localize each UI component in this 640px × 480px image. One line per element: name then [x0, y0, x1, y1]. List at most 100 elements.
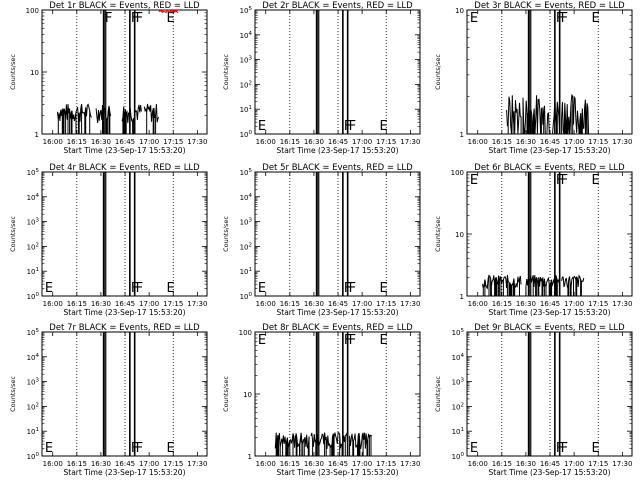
chart-panel-4: Det 4r BLACK = Events, RED = LLD 16:00 16:…	[9, 163, 208, 317]
y-tick-label: 101	[27, 427, 39, 436]
plot-frame	[466, 171, 633, 297]
y-axis-label: Counts/sec	[222, 54, 230, 90]
flag-marker-e: E	[470, 11, 478, 26]
plot-frame	[254, 171, 421, 297]
y-axis-label: Counts/sec	[434, 376, 442, 412]
flag-marker-e: E	[258, 333, 266, 348]
x-axis-label: Start Time (23-Sep-17 15:53:20)	[277, 146, 399, 155]
y-tick-label: 101	[240, 267, 252, 276]
plot-frame	[41, 171, 208, 297]
panel-title: Det 5r BLACK = Events, RED = LLD	[262, 163, 413, 173]
y-tick-label: 103	[27, 218, 40, 227]
x-tick-label: 17:00	[139, 138, 159, 146]
flag-marker-e: E	[167, 441, 175, 456]
flag-marker-e: E	[167, 281, 175, 296]
x-axis-label: Start Time (23-Sep-17 15:53:20)	[489, 146, 611, 155]
series-events-line	[274, 432, 310, 456]
x-tick-label: 16:30	[304, 300, 324, 308]
flag-marker-e: E	[592, 173, 600, 188]
y-tick-label: 103	[240, 56, 253, 65]
plot-frame	[466, 331, 633, 457]
flag-marker-f: F	[105, 11, 112, 26]
x-tick-label: 17:30	[612, 460, 632, 468]
flag-marker-f: F	[344, 281, 351, 296]
y-tick-label: 105	[27, 328, 40, 337]
y-tick-label: 100	[27, 292, 40, 301]
x-tick-label: 16:45	[328, 300, 348, 308]
flag-marker-f: F	[131, 11, 138, 26]
x-tick-label: 16:45	[115, 460, 135, 468]
x-tick-label: 16:45	[540, 138, 560, 146]
panel-title: Det 9r BLACK = Events, RED = LLD	[474, 323, 625, 333]
y-tick-label: 104	[452, 353, 465, 362]
x-tick-label: 16:00	[468, 138, 488, 146]
series-events-line	[506, 95, 522, 135]
chart-panel-6: Det 6r BLACK = Events, RED = LLD 16:00 16:…	[434, 163, 633, 317]
flag-marker-f: F	[556, 173, 563, 188]
x-tick-label: 16:00	[468, 460, 488, 468]
x-tick-label: 17:15	[163, 460, 183, 468]
y-tick-label: 103	[27, 378, 40, 387]
series-events-line	[349, 432, 373, 456]
flag-marker-f: F	[349, 333, 356, 348]
x-tick-label: 16:00	[256, 138, 276, 146]
plot-frame	[466, 9, 633, 135]
y-tick-label: 102	[240, 80, 252, 89]
x-tick-label: 17:00	[564, 138, 584, 146]
flag-marker-f: F	[136, 11, 143, 26]
chart-panel-7: Det 7r BLACK = Events, RED = LLD 16:00 16:…	[9, 323, 208, 477]
x-tick-label: 16:00	[43, 300, 63, 308]
x-tick-label: 17:30	[187, 460, 207, 468]
x-axis-label: Start Time (23-Sep-17 15:53:20)	[489, 468, 611, 477]
y-tick-label: 100	[240, 130, 253, 139]
y-tick-label: 100	[239, 329, 252, 337]
x-tick-label: 17:15	[588, 138, 608, 146]
x-tick-label: 17:00	[352, 138, 372, 146]
x-tick-label: 16:45	[115, 138, 135, 146]
chart-panel-3: Det 3r BLACK = Events, RED = LLD 16:00 16:…	[434, 1, 633, 155]
x-tick-label: 16:15	[67, 138, 87, 146]
y-tick-label: 104	[240, 31, 253, 40]
x-tick-label: 17:30	[187, 138, 207, 146]
x-tick-label: 16:15	[67, 300, 87, 308]
flag-marker-e: E	[592, 441, 600, 456]
series-events-line	[121, 104, 142, 134]
flag-marker-e: E	[380, 281, 388, 296]
y-tick-label: 104	[27, 193, 40, 202]
x-tick-label: 17:30	[612, 138, 632, 146]
x-tick-label: 16:30	[516, 138, 536, 146]
flag-marker-e: E	[470, 441, 478, 456]
y-tick-label: 10	[455, 7, 464, 15]
y-tick-label: 103	[240, 218, 253, 227]
x-tick-label: 16:00	[256, 300, 276, 308]
series-events-line	[522, 95, 561, 135]
x-tick-label: 16:30	[516, 300, 536, 308]
flag-marker-f: F	[344, 333, 351, 348]
x-tick-label: 16:45	[540, 300, 560, 308]
x-axis-label: Start Time (23-Sep-17 15:53:20)	[64, 468, 186, 477]
y-axis-label: Counts/sec	[222, 216, 230, 252]
y-tick-label: 100	[26, 7, 39, 15]
x-tick-label: 16:30	[91, 300, 111, 308]
y-tick-label: 105	[240, 168, 253, 177]
y-tick-label: 102	[27, 402, 39, 411]
chart-panel-8: Det 8r BLACK = Events, RED = LLD 16:00 16:…	[222, 323, 421, 477]
flag-marker-e: E	[258, 281, 266, 296]
x-tick-label: 16:45	[328, 138, 348, 146]
plot-frame	[41, 331, 208, 457]
panel-title: Det 8r BLACK = Events, RED = LLD	[262, 323, 413, 333]
x-axis-label: Start Time (23-Sep-17 15:53:20)	[277, 308, 399, 317]
series-lld-line	[158, 9, 179, 14]
y-tick-label: 10	[30, 69, 39, 77]
flag-marker-f: F	[556, 441, 563, 456]
x-tick-label: 17:30	[400, 138, 420, 146]
series-events-line	[57, 103, 92, 134]
x-tick-label: 17:00	[139, 460, 159, 468]
y-tick-label: 101	[240, 105, 252, 114]
flag-marker-f: F	[556, 11, 563, 26]
flag-marker-f: F	[136, 281, 143, 296]
x-tick-label: 17:30	[400, 300, 420, 308]
x-axis-label: Start Time (23-Sep-17 15:53:20)	[489, 308, 611, 317]
x-tick-label: 16:45	[540, 460, 560, 468]
panel-title: Det 1r BLACK = Events, RED = LLD	[49, 1, 200, 11]
